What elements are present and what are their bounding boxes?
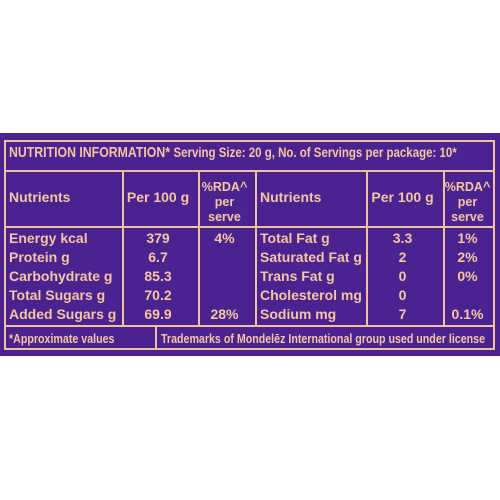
cell: 2 — [398, 249, 407, 265]
cell: 6.7 — [148, 249, 168, 265]
rule — [155, 326, 157, 348]
cell: Protein g — [9, 249, 70, 265]
column-rule — [255, 171, 257, 326]
rule — [4, 325, 495, 327]
cell: 0 — [398, 287, 407, 303]
column-header: Nutrients — [260, 189, 322, 205]
cell: Saturated Fat g — [260, 249, 362, 265]
header-title: NUTRITION INFORMATION* — [9, 144, 171, 161]
cell: Added Sugars g — [9, 306, 117, 322]
column-rule — [443, 171, 445, 326]
cell: Sodium mg — [260, 306, 337, 322]
cell: 379 — [146, 230, 170, 246]
column-rule — [366, 171, 368, 326]
rule — [4, 170, 495, 172]
nutrition-panel: NUTRITION INFORMATION* Serving Size: 20 … — [0, 133, 500, 356]
cell: 3.3 — [392, 230, 413, 246]
cell: 28% — [210, 306, 239, 322]
trademark-text: Trademarks of Mondelēz International gro… — [161, 331, 486, 346]
column-rule — [198, 171, 200, 326]
cell: 69.9 — [144, 306, 172, 322]
trademark: Trademarks of Mondelēz International gro… — [161, 329, 500, 348]
column-header: Per 100 g — [126, 189, 190, 205]
serving-info: Serving Size: 20 g, No. of Servings per … — [173, 144, 457, 160]
footnote: *Approximate values — [9, 329, 138, 348]
cell: Total Sugars g — [9, 287, 106, 303]
cell: Energy kcal — [9, 230, 88, 246]
cell: 7 — [398, 306, 407, 322]
header: NUTRITION INFORMATION* Serving Size: 20 … — [9, 143, 500, 162]
cell: 1% — [457, 230, 478, 246]
frame — [4, 140, 495, 350]
cell: Total Fat g — [260, 230, 330, 246]
cell: Trans Fat g — [260, 268, 335, 284]
cell: 4% — [214, 230, 235, 246]
cell: 2% — [457, 249, 478, 265]
cell: 85.3 — [144, 268, 172, 284]
cell: 70.2 — [144, 287, 172, 303]
cell: 0.1% — [451, 306, 484, 322]
column-header: Per 100 g — [371, 189, 434, 205]
cell: Carbohydrate g — [9, 268, 113, 284]
cell: 0% — [457, 268, 478, 284]
cell: Cholesterol mg — [260, 287, 362, 303]
cell: 0 — [398, 268, 407, 284]
column-rule — [122, 171, 124, 326]
column-header: Nutrients — [9, 189, 71, 205]
rule — [4, 226, 495, 228]
column-header: %RDA^ per serve — [201, 180, 248, 224]
footnote-text: *Approximate values — [9, 331, 115, 346]
column-header: %RDA^ per serve — [444, 180, 491, 224]
